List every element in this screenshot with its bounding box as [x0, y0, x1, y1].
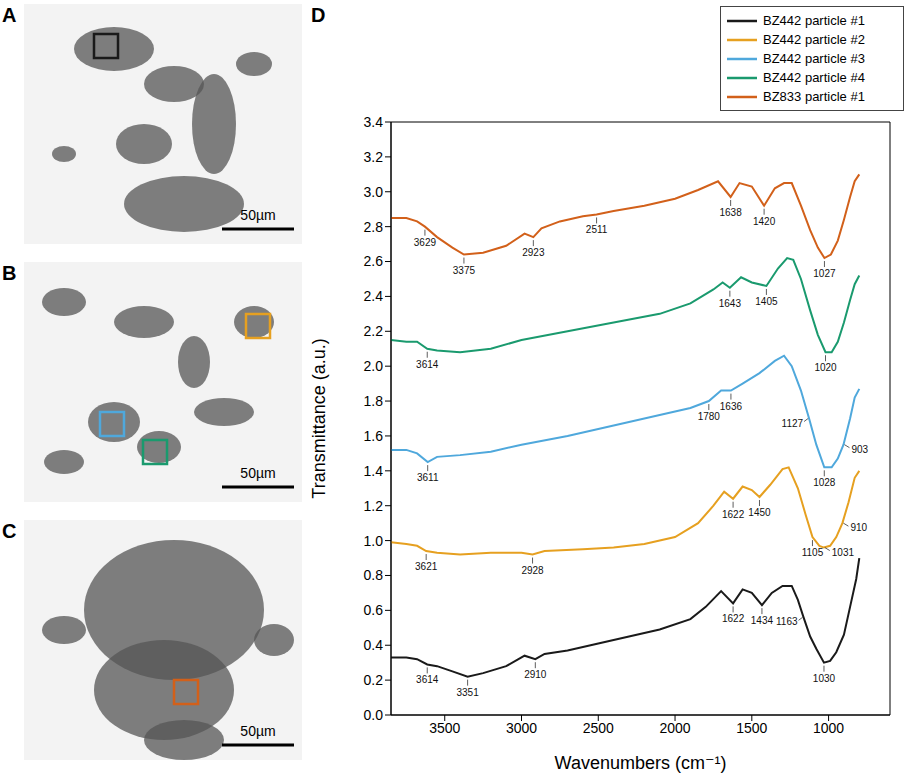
svg-text:1030: 1030	[813, 673, 836, 684]
svg-text:0.2: 0.2	[364, 672, 384, 688]
html-text:B: B	[2, 262, 17, 284]
svg-text:3500: 3500	[429, 720, 460, 736]
svg-text:0.6: 0.6	[364, 602, 384, 618]
svg-text:1028: 1028	[813, 477, 836, 488]
svg-text:2500: 2500	[583, 720, 614, 736]
svg-text:2928: 2928	[521, 565, 544, 576]
svg-text:0.4: 0.4	[364, 637, 384, 653]
svg-text:1420: 1420	[753, 216, 776, 227]
svg-text:2511: 2511	[586, 224, 608, 235]
svg-text:Transmittance (a.u.): Transmittance (a.u.)	[309, 338, 329, 498]
svg-text:3621: 3621	[415, 561, 438, 572]
svg-text:1405: 1405	[755, 296, 778, 307]
svg-text:1000: 1000	[813, 720, 844, 736]
html-text:D: D	[311, 4, 326, 26]
html-text:BZ442 particle #4: BZ442 particle #4	[763, 70, 865, 85]
svg-text:0.0: 0.0	[364, 707, 384, 723]
svg-text:1163: 1163	[776, 616, 798, 627]
svg-text:3.4: 3.4	[364, 114, 384, 130]
svg-text:2923: 2923	[522, 247, 545, 258]
svg-text:0.8: 0.8	[364, 567, 384, 583]
html-text:BZ833 particle #1: BZ833 particle #1	[763, 89, 865, 104]
svg-text:1105: 1105	[802, 547, 824, 558]
svg-text:2000: 2000	[659, 720, 690, 736]
svg-text:1.2: 1.2	[364, 498, 384, 514]
svg-text:1622: 1622	[722, 509, 745, 520]
svg-text:1.8: 1.8	[364, 393, 384, 409]
svg-text:3351: 3351	[456, 687, 479, 698]
svg-text:50µm: 50µm	[240, 723, 275, 739]
svg-text:1031: 1031	[832, 547, 855, 558]
html-text:BZ442 particle #1: BZ442 particle #1	[763, 13, 865, 28]
svg-text:2910: 2910	[524, 669, 547, 680]
svg-text:50µm: 50µm	[240, 207, 275, 223]
html-text:C: C	[2, 520, 17, 542]
svg-text:1.0: 1.0	[364, 533, 384, 549]
svg-text:3611: 3611	[417, 472, 439, 483]
svg-text:1434: 1434	[751, 615, 774, 626]
svg-text:Wavenumbers (cm⁻¹): Wavenumbers (cm⁻¹)	[555, 753, 727, 773]
svg-text:1500: 1500	[736, 720, 767, 736]
svg-text:3000: 3000	[506, 720, 537, 736]
svg-text:1450: 1450	[748, 507, 771, 518]
html-text:A: A	[2, 4, 17, 26]
svg-text:2.0: 2.0	[364, 358, 384, 374]
svg-text:50µm: 50µm	[240, 465, 275, 481]
svg-text:1643: 1643	[719, 298, 742, 309]
svg-text:1780: 1780	[698, 411, 721, 422]
svg-text:910: 910	[850, 522, 867, 533]
html-text:BZ442 particle #3: BZ442 particle #3	[763, 51, 865, 66]
svg-text:3.2: 3.2	[364, 149, 384, 165]
svg-text:1027: 1027	[813, 268, 836, 279]
svg-text:903: 903	[851, 444, 868, 455]
svg-text:3375: 3375	[453, 265, 476, 276]
svg-text:1020: 1020	[814, 362, 837, 373]
svg-text:3.0: 3.0	[364, 184, 384, 200]
svg-text:2.4: 2.4	[364, 288, 384, 304]
svg-text:1.6: 1.6	[364, 428, 384, 444]
svg-text:3614: 3614	[416, 359, 439, 370]
html-text:BZ442 particle #2: BZ442 particle #2	[763, 32, 865, 47]
svg-text:1.4: 1.4	[364, 463, 384, 479]
svg-text:3629: 3629	[414, 237, 437, 248]
svg-text:1127: 1127	[782, 418, 804, 429]
svg-text:2.2: 2.2	[364, 323, 384, 339]
svg-text:2.8: 2.8	[364, 219, 384, 235]
svg-text:1638: 1638	[720, 207, 743, 218]
svg-text:1622: 1622	[722, 613, 745, 624]
svg-text:2.6: 2.6	[364, 253, 384, 269]
svg-text:1636: 1636	[720, 401, 743, 412]
svg-text:3614: 3614	[416, 674, 439, 685]
